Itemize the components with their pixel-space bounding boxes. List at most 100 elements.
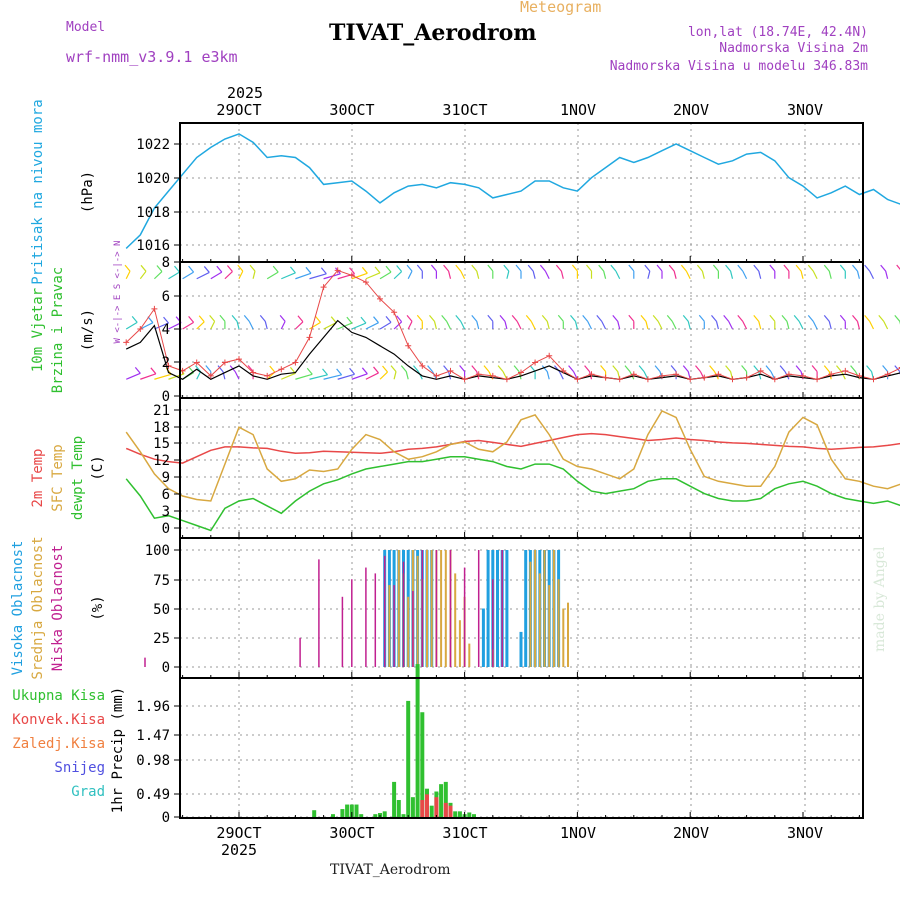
wind-barb-flag	[226, 265, 233, 272]
wind-barb-flag	[134, 366, 141, 374]
wind-barb	[502, 371, 508, 380]
wind-barb-flag	[568, 365, 575, 373]
precip-bar-0	[349, 804, 354, 817]
date-label-bottom: 2NOV	[673, 824, 709, 842]
precip-bar-1	[420, 800, 425, 817]
cloud-bar-1	[468, 643, 471, 667]
wind-barb-flag	[361, 367, 368, 375]
wind-barb-flag	[807, 315, 814, 322]
cloud-bar-0	[505, 550, 509, 667]
wind-barb-flag	[217, 365, 224, 372]
cloud-bar-2	[383, 555, 386, 667]
cloud-bar-1	[538, 573, 541, 667]
gust-marker	[461, 376, 468, 383]
wind-barb-flag	[279, 315, 286, 322]
date-label-top: 29OCT	[216, 101, 261, 119]
wind-barb-flag	[656, 264, 663, 272]
wind-barb	[337, 373, 355, 380]
wind-barb	[673, 270, 677, 279]
wind-barb	[687, 321, 691, 330]
precip-bar-0	[443, 781, 448, 817]
wind-barb	[476, 321, 480, 330]
precip-bar-0	[354, 804, 359, 817]
gust-marker	[673, 371, 680, 378]
y-tick-label: 0.49	[136, 787, 170, 803]
precip-bar-1	[448, 805, 453, 817]
cloud-bar-1	[552, 550, 555, 667]
cloud-bar-2	[374, 573, 377, 667]
gust-marker	[842, 367, 849, 374]
wind-barb-flag	[557, 314, 564, 322]
temp-line-0	[125, 432, 900, 464]
wind-barb-flag	[612, 365, 619, 372]
precip-bar-0	[373, 814, 378, 817]
wind-barb	[758, 371, 762, 380]
cloud-bar-1	[548, 585, 551, 667]
cloud-bar-2	[365, 567, 367, 667]
wind-barb	[701, 270, 705, 279]
wind-barb-flag	[216, 265, 223, 273]
wind-barb-flag	[737, 264, 744, 272]
gust-marker	[701, 374, 708, 381]
cloud-bar-0	[524, 550, 528, 667]
gust-marker	[884, 371, 891, 378]
cloud-bar-2	[421, 550, 424, 667]
wind-barb-flag	[289, 266, 296, 274]
wind-barb-flag	[696, 264, 703, 272]
wind-barb	[280, 321, 286, 330]
wind-barb-flag	[416, 264, 423, 272]
y-tick-label: 4	[162, 322, 170, 338]
date-label-top: 2NOV	[673, 101, 709, 119]
wind-barb-flag	[188, 315, 195, 323]
y-tick-label: 15	[153, 436, 170, 452]
gust-marker	[207, 372, 214, 379]
y-tick-label: 1020	[136, 171, 170, 187]
elevation-label: Nadmorska Visina 2m	[719, 41, 868, 56]
wind-barb-flag	[894, 365, 900, 372]
wind-title-2: Brzina i Pravac	[50, 267, 66, 393]
wind-barb	[601, 321, 607, 330]
wind-barb-flag	[668, 264, 675, 272]
cloud-bar-1	[567, 602, 569, 667]
y-tick-label: 6	[162, 289, 170, 305]
cloud-bar-2	[449, 550, 452, 667]
wind-barb	[323, 273, 341, 280]
y-tick-label: 0	[162, 389, 170, 405]
gust-marker	[630, 371, 637, 378]
gust-marker	[137, 326, 144, 332]
wind-barb-flag	[373, 316, 379, 324]
frame-layer	[174, 122, 864, 819]
wind-barb-flag	[793, 315, 800, 322]
wind-title-1: 10m Vjetar	[30, 288, 46, 372]
date-label-top: 31OCT	[442, 101, 487, 119]
wind-barb-flag	[247, 365, 254, 372]
wind-barb-flag	[231, 314, 238, 322]
wind-barb-flag	[584, 365, 591, 372]
wind-barb	[182, 321, 194, 330]
cloud-bar-2	[393, 585, 395, 667]
wind-barb	[617, 321, 621, 330]
gust-marker	[123, 339, 130, 346]
wind-barb-flag	[527, 264, 534, 272]
wind-barb-flag	[852, 314, 858, 322]
wind-barb	[685, 270, 691, 280]
wind-barb-flag	[499, 314, 506, 322]
wind-barb-flag	[209, 315, 216, 322]
wind-barb-flag	[866, 365, 873, 372]
gust-marker	[771, 376, 778, 383]
wind-barb-flag	[610, 264, 617, 272]
wind-barb	[798, 321, 804, 330]
wind-barb-flag	[596, 315, 603, 322]
wind-barb	[393, 371, 397, 380]
wind-barb-flag	[205, 365, 212, 372]
wind-barb	[629, 371, 635, 380]
coords-label: lon,lat (18.74E, 42.4N)	[687, 25, 868, 40]
gust-marker	[264, 372, 271, 379]
wind-barb	[770, 371, 776, 380]
gust-marker	[348, 272, 355, 279]
wind-barb	[532, 270, 536, 279]
gust-marker	[391, 309, 398, 316]
gust-marker	[546, 352, 553, 359]
y-tick-label: 25	[153, 631, 170, 647]
